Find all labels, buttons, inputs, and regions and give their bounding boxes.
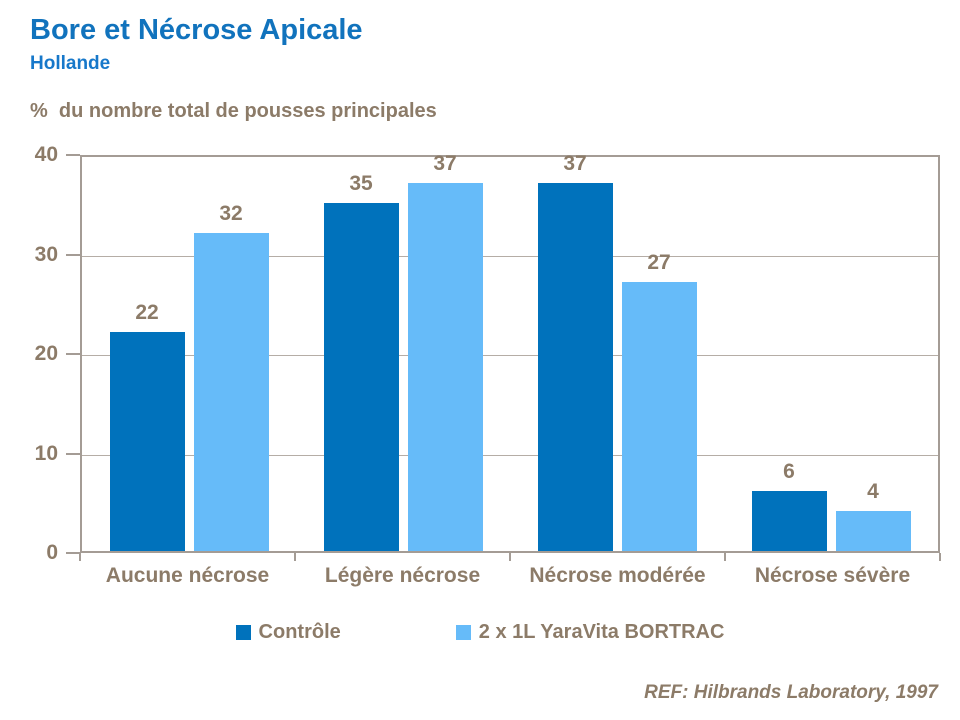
legend-label-0: Contrôle	[258, 621, 341, 643]
legend-label-1: 2 x 1L YaraVita BORTRAC	[478, 621, 725, 643]
bar-bortrac-1: 37	[407, 152, 483, 551]
bar-bortrac-3: 4	[835, 480, 911, 551]
bar-group-2: 37 27	[510, 152, 724, 551]
y-tick-label-20: 20	[34, 342, 58, 365]
y-tick-20	[66, 353, 80, 355]
y-tick-40	[66, 154, 80, 156]
bar-controle-2: 37	[537, 152, 613, 551]
bar-value-label: 22	[135, 301, 159, 325]
category-label-3: Nécrose sévère	[754, 564, 911, 587]
x-tick-2	[509, 553, 511, 561]
legend-item-1: 2 x 1L YaraVita BORTRAC	[455, 621, 725, 644]
gridline-10	[82, 454, 938, 456]
bar-controle-0: 22	[109, 301, 185, 551]
bar-bortrac-0: 32	[193, 202, 269, 551]
category-label-0: Aucune nécrose	[105, 564, 270, 587]
legend-item-0: Contrôle	[235, 621, 341, 644]
y-tick-label-40: 40	[34, 143, 58, 166]
y-tick-30	[66, 253, 80, 256]
legend: Contrôle 2 x 1L YaraVita BORTRAC	[0, 621, 960, 644]
page-subtitle: Hollande	[30, 53, 111, 74]
x-tick-4	[939, 553, 941, 561]
bar-value-label: 6	[783, 460, 795, 484]
bar-value-label: 37	[433, 151, 457, 175]
x-tick-0	[79, 553, 81, 561]
plot-area: 22 32 35 37 37 27 6 4	[80, 152, 940, 553]
x-tick-3	[724, 553, 726, 561]
bar-value-label: 32	[219, 201, 243, 225]
y-axis-title: % du nombre total de pousses principales	[30, 100, 437, 122]
gridline-30	[82, 255, 938, 257]
category-label-1: Légère nécrose	[324, 564, 481, 587]
page-title: Bore et Nécrose Apicale	[30, 14, 363, 46]
y-tick-label-10: 10	[34, 441, 58, 465]
legend-swatch-icon	[455, 625, 471, 640]
category-labels: Aucune nécrose Légère nécrose Nécrose modé…	[80, 564, 940, 588]
bar-controle-1: 35	[323, 172, 399, 551]
legend-swatch-icon	[235, 625, 251, 640]
x-tick-1	[294, 553, 296, 561]
bar-value-label: 27	[647, 251, 671, 275]
y-tick-10	[66, 452, 80, 455]
y-tick-label-30: 30	[34, 242, 58, 266]
category-label-2: Nécrose modérée	[529, 564, 706, 587]
bar-value-label: 35	[349, 171, 373, 195]
y-tick-label-0: 0	[46, 541, 58, 564]
bar-controle-3: 6	[751, 460, 827, 551]
bar-group-1: 35 37	[296, 152, 510, 551]
gridline-20	[82, 355, 938, 356]
y-tick-0	[66, 552, 80, 554]
bar-group-0: 22 32	[82, 157, 296, 551]
reference-note: REF: Hilbrands Laboratory, 1997	[644, 682, 938, 703]
bar-value-label: 4	[867, 480, 879, 504]
bar-groups: 22 32 35 37 37 27 6 4	[82, 152, 938, 551]
bar-bortrac-2: 27	[621, 251, 697, 551]
bar-value-label: 37	[563, 151, 587, 175]
